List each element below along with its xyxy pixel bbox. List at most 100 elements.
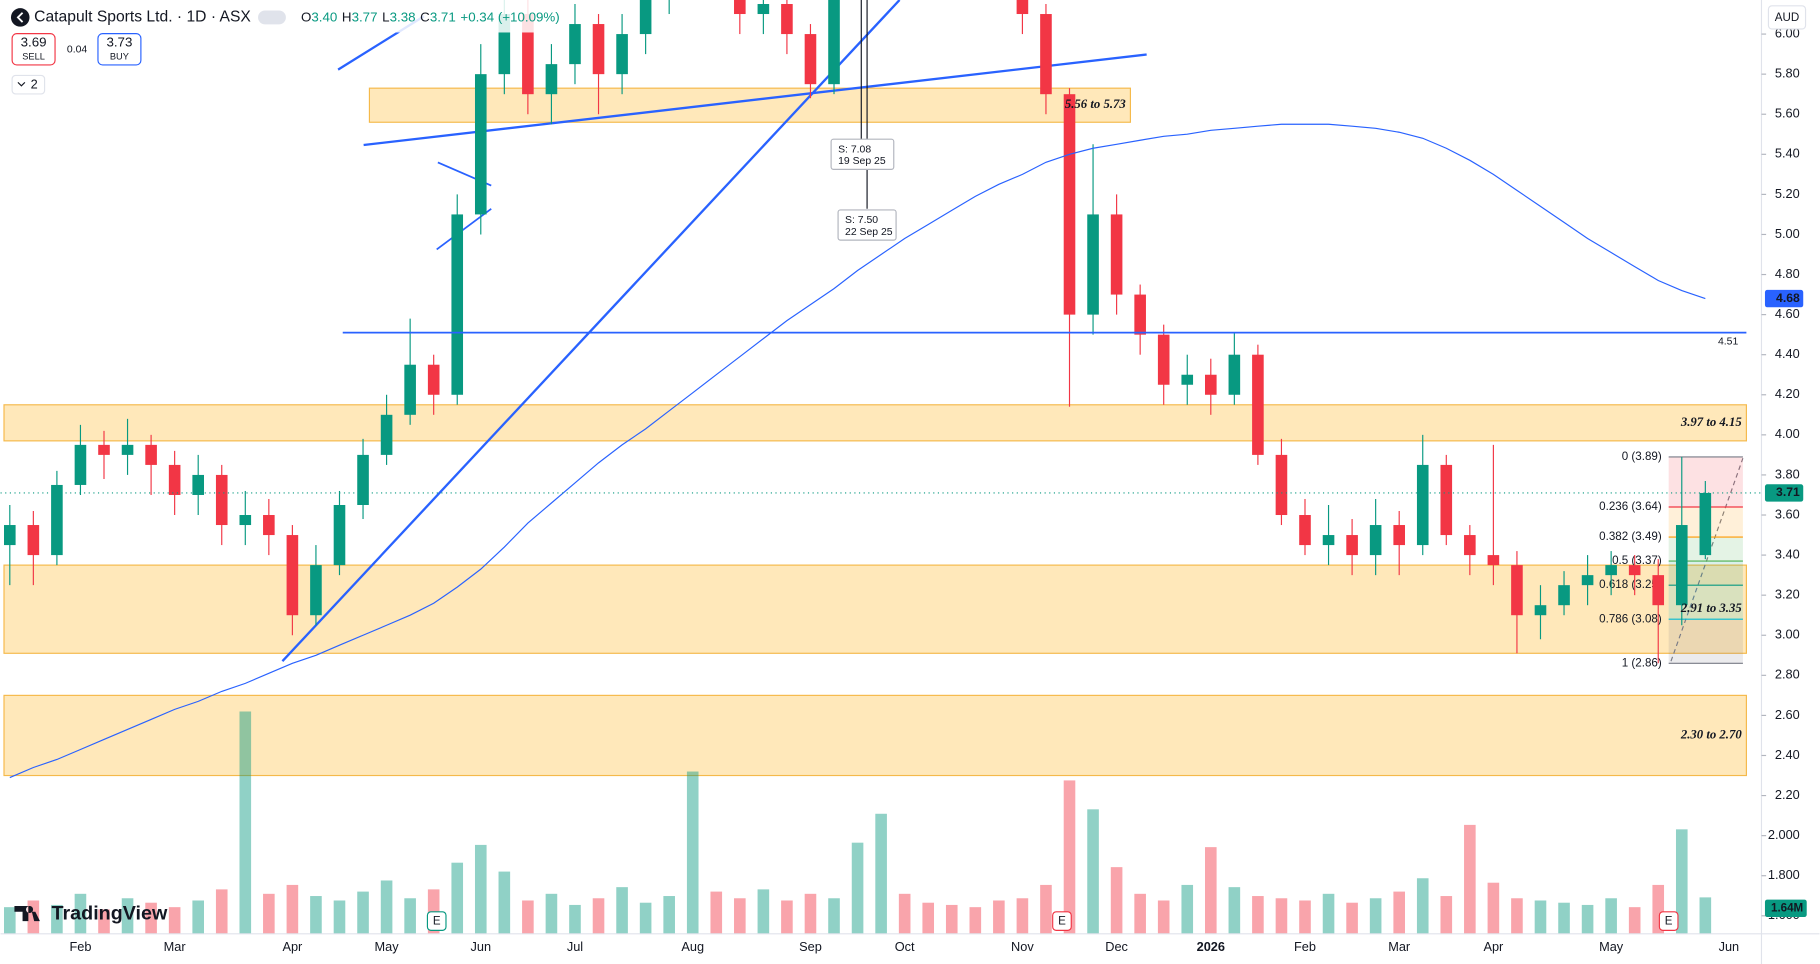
volume-bar [1675, 829, 1688, 934]
y-tick-label: 5.40 [1775, 146, 1800, 161]
volume-bar [1628, 907, 1641, 934]
volume-bar [1605, 898, 1617, 934]
candle-body [427, 364, 440, 395]
overlays: 5.56 to 5.73 3.97 to 4.15 2.91 to 3.35 2.30… [0, 97, 1762, 931]
change: +0.34 (+10.09%) [460, 9, 559, 24]
axes: 6.005.805.605.405.205.004.804.604.404.20… [69, 25, 1807, 954]
flag-icon[interactable] [258, 10, 286, 25]
candle-body [215, 474, 228, 526]
candle-body [1393, 525, 1405, 546]
fib-label: 0.786 (3.08) [1599, 612, 1662, 625]
sell-label: SELL [22, 51, 45, 61]
volume-badge [1764, 899, 1807, 918]
volume-bar [1181, 884, 1194, 934]
volume-bar [4, 907, 16, 934]
x-tick-label: Feb [1294, 939, 1316, 954]
split-annotations: S: 7.08 19 Sep 25 S: 7.50 22 Sep 25 [830, 138, 897, 241]
earnings-marker [426, 911, 447, 931]
back-icon[interactable] [10, 8, 30, 27]
ohlc-value: 3.40 [311, 9, 337, 24]
sell-button[interactable] [11, 33, 56, 66]
volume-bar [310, 896, 322, 934]
horizontal-line-label: 4.51 [1718, 337, 1739, 348]
volume-bar [215, 889, 228, 934]
currency: AUD [1775, 11, 1799, 24]
fib-label: 0.382 (3.49) [1599, 530, 1662, 543]
moving-average [9, 123, 1706, 779]
candle-body [1063, 94, 1076, 315]
volume-bar [1228, 887, 1241, 934]
y-tick-label: 2.000 [1768, 827, 1800, 842]
earnings-marker [1658, 911, 1679, 931]
back-arrow [16, 12, 24, 23]
candle-body [569, 24, 581, 65]
candle-body [168, 464, 181, 495]
split-label: S: 7.08 [838, 144, 871, 155]
x-tick-label: Nov [1011, 939, 1034, 954]
candle-body [192, 474, 204, 495]
zone [368, 87, 1131, 123]
candle-body [1157, 334, 1170, 385]
y-tick-label: 2.20 [1775, 787, 1800, 802]
ohlc-value: 3.71 [430, 9, 456, 24]
candle-body [592, 24, 605, 75]
volume-bar [51, 904, 63, 934]
volume-bar [1157, 900, 1170, 934]
volume-bar [1299, 900, 1311, 934]
candle-body [1110, 214, 1123, 295]
volume-bar [734, 898, 746, 934]
volume-bar [993, 900, 1005, 934]
volume-bar [1110, 867, 1123, 934]
volume-bar [168, 907, 181, 934]
candle-body [1487, 555, 1500, 566]
volume-bar [1511, 898, 1523, 934]
x-tick-label: Oct [895, 939, 915, 954]
volume-bar [710, 891, 723, 934]
buy-button[interactable] [97, 33, 142, 66]
brand-logo: TradingView [14, 902, 168, 924]
earnings-label: E [1058, 915, 1066, 928]
candle-body [1016, 0, 1029, 15]
y-tick-label: 4.60 [1775, 306, 1800, 321]
x-tick-label: 2026 [1197, 939, 1225, 954]
ohlc-label: C [420, 9, 430, 24]
ohlc-value: 3.38 [390, 9, 416, 24]
volume-bar [1134, 893, 1146, 934]
volume-bar [828, 898, 840, 934]
y-tick-label: 3.40 [1775, 546, 1800, 561]
candle-body [1652, 575, 1665, 606]
volume-bar [98, 909, 110, 934]
volume-bar [1464, 824, 1476, 934]
volume-bar [851, 842, 864, 934]
fib-band [1668, 619, 1743, 664]
logo-mark [14, 905, 40, 922]
ohlc-value: 3.77 [352, 9, 378, 24]
candle-body [474, 74, 487, 215]
volume-bar [875, 813, 887, 934]
volume-bar [616, 887, 628, 934]
candle-body [1205, 374, 1217, 395]
fib-label: 0 (3.89) [1622, 450, 1662, 463]
symbol-title: Catapult Sports Ltd. · 1D · ASX [34, 9, 251, 26]
candle-body [333, 504, 346, 566]
volume-bar [1699, 897, 1712, 934]
last-price-badge [1764, 484, 1804, 502]
candle-body [239, 515, 252, 526]
split-date: 22 Sep 25 [845, 227, 893, 238]
indicators-toggle[interactable] [11, 74, 46, 95]
currency-box[interactable] [1767, 5, 1807, 30]
volume-bar [1063, 780, 1076, 934]
candle-body [639, 0, 652, 35]
candle-body [4, 525, 16, 546]
plot-area: 0 (3.89) 0.236 (3.64) 0.382 (3.49) 0.5 (3.3… [0, 0, 1762, 934]
candle-body [1228, 354, 1241, 395]
volume-bar [1252, 896, 1264, 934]
ma-badge-label: 4.68 [1776, 291, 1800, 305]
zone-label: 2.91 to 3.35 [1680, 601, 1743, 615]
y-tick-label: 2.40 [1775, 747, 1800, 762]
candle-body [1369, 525, 1382, 556]
candle-body [1534, 605, 1547, 616]
buy-price: 3.73 [106, 34, 132, 49]
